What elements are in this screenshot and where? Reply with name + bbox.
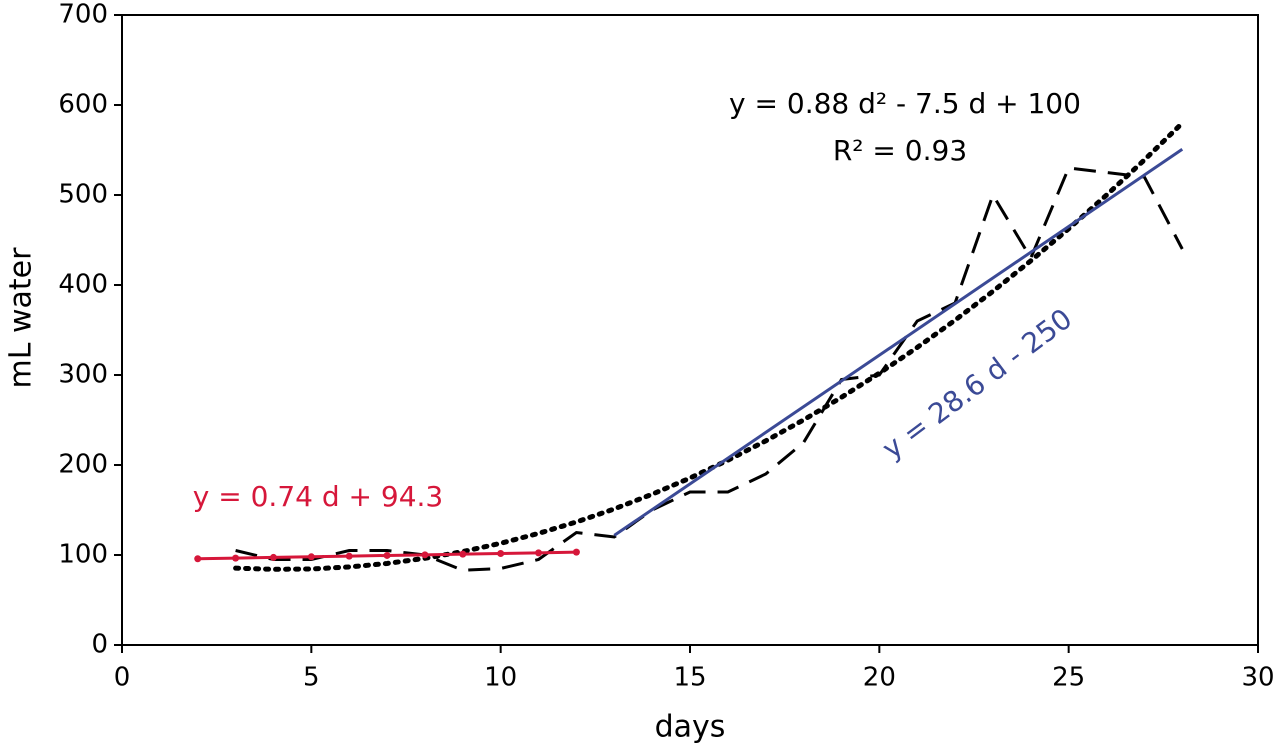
point <box>421 551 429 559</box>
annotation: y = 28.6 d - 250 <box>876 302 1078 466</box>
point <box>194 555 202 563</box>
x-axis-label: days <box>655 710 726 745</box>
point <box>383 551 391 559</box>
series-line <box>233 120 1185 572</box>
y-tick-label: 700 <box>58 0 108 30</box>
y-tick-label: 300 <box>58 360 108 390</box>
x-tick-label: 0 <box>114 663 131 693</box>
x-tick-label: 15 <box>673 663 706 693</box>
y-tick-label: 600 <box>58 90 108 120</box>
series-line <box>613 148 1184 537</box>
plot-frame <box>121 14 1259 646</box>
annotation: y = 0.74 d + 94.3 <box>193 480 443 513</box>
x-tick-label: 5 <box>303 663 320 693</box>
point <box>345 552 353 560</box>
point <box>572 548 580 556</box>
y-tick-label: 500 <box>58 180 108 210</box>
y-tick-label: 200 <box>58 450 108 480</box>
y-tick-label: 100 <box>58 540 108 570</box>
x-tick-label: 20 <box>863 663 896 693</box>
point <box>535 549 543 557</box>
point <box>269 553 277 561</box>
annotation: y = 0.88 d² - 7.5 d + 100 <box>729 87 1081 120</box>
annotation: R² = 0.93 <box>833 134 967 167</box>
x-tick-label: 10 <box>484 663 517 693</box>
x-tick-label: 25 <box>1052 663 1085 693</box>
point <box>307 553 315 561</box>
y-axis-label: mL water <box>4 247 39 389</box>
point <box>232 554 240 562</box>
point <box>497 549 505 557</box>
point <box>459 550 467 558</box>
y-tick-label: 0 <box>91 630 108 660</box>
x-tick-label: 30 <box>1241 663 1274 693</box>
series-line <box>235 166 1184 572</box>
y-tick-label: 400 <box>58 270 108 300</box>
